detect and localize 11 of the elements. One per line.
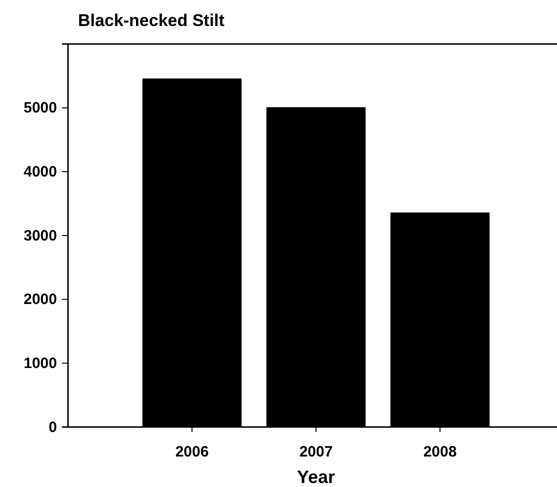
x-tick-label: 2008 <box>423 444 457 461</box>
x-tick-label: 2007 <box>299 444 333 461</box>
y-tick-label: 3000 <box>24 227 57 244</box>
x-axis-title: Year <box>296 467 336 487</box>
y-tick-label: 1000 <box>24 354 57 372</box>
x-tick-label: 2006 <box>175 444 209 461</box>
y-tick-label: 2000 <box>24 291 57 308</box>
chart-title: Black-necked Stilt <box>78 11 225 30</box>
y-tick-label: 4000 <box>24 163 57 180</box>
y-tick-label: 5000 <box>24 100 57 117</box>
y-tick-label: 0 <box>48 418 57 436</box>
